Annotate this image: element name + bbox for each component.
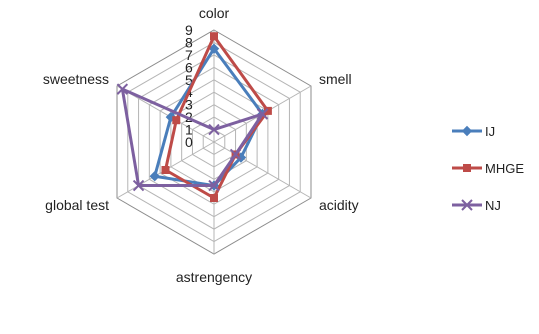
axis-label-global-test: global test [45,197,109,213]
data-point-nj-0 [208,123,220,136]
legend: IJ MHGE NJ [452,124,524,213]
axis-label-sweetness: sweetness [43,71,109,87]
axis-label-smell: smell [319,71,352,87]
tick-label: 6 [185,59,193,75]
legend-marker-nj [461,199,473,211]
series-nj [116,83,269,192]
data-point-mhge-5 [172,116,181,125]
data-point-mhge-1 [263,106,272,115]
legend-marker-ij [461,125,473,137]
data-point-nj-3 [208,179,220,192]
data-point-ij-0 [208,43,220,54]
axis-label-acidity: acidity [319,197,359,213]
data-point-mhge-3 [210,194,218,202]
legend-item-nj: NJ [452,198,501,213]
tick-label: 0 [185,134,193,150]
data-point-mhge-4 [161,166,170,174]
radar-grid [116,29,312,255]
legend-marker-mhge [463,164,471,172]
legend-label-mhge: MHGE [485,161,524,176]
legend-label-nj: NJ [485,198,501,213]
data-point-ij-4 [149,171,160,182]
grid-spoke [213,141,312,199]
tick-label: 5 [185,72,193,88]
data-point-nj-5 [116,83,129,95]
tick-label: 9 [185,22,193,38]
legend-label-ij: IJ [485,124,495,139]
axis-label-color: color [199,5,230,21]
tick-label: 1 [185,122,193,138]
data-point-mhge-0 [210,32,218,41]
tick-label: 3 [185,97,193,113]
tick-label: 8 [185,34,193,50]
legend-item-mhge: MHGE [452,161,524,176]
data-point-nj-4 [132,179,145,192]
data-point-nj-2 [229,148,242,161]
data-point-nj-1 [256,108,269,120]
axis-label-astrengency: astrengency [176,269,252,285]
legend-item-ij: IJ [452,124,495,139]
tick-label: 7 [185,47,193,63]
